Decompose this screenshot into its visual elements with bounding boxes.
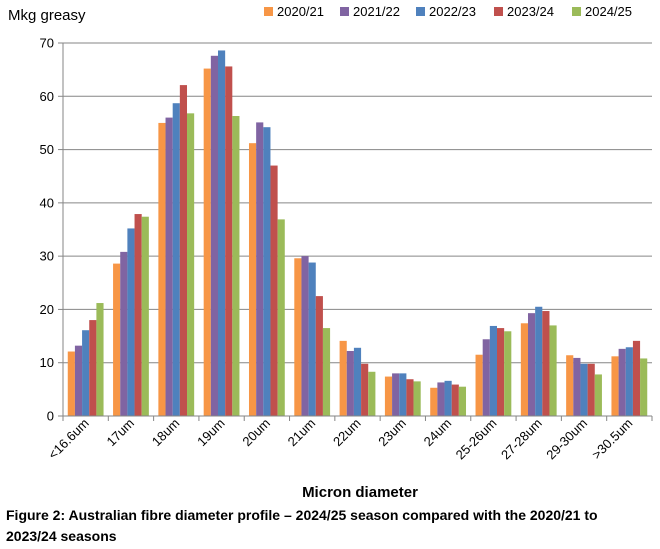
- y-axis-title: Mkg greasy: [8, 7, 86, 24]
- bar-2024-25-9: [504, 331, 512, 416]
- bar-2021-22-1: [120, 251, 128, 416]
- bar-2023-24-6: [361, 363, 369, 416]
- bar-2020-21-12: [611, 356, 619, 416]
- x-axis-title: Micron diameter: [302, 484, 418, 500]
- bar-2020-21-5: [294, 258, 302, 416]
- bar-2021-22-0: [74, 345, 83, 416]
- bar-2023-24-0: [89, 320, 97, 416]
- legend: 2020/21 2021/22 2022/23 2023/24 2024/25: [264, 4, 632, 19]
- legend-label: 2023/24: [507, 4, 554, 19]
- axes: [58, 42, 653, 421]
- bar-2023-24-1: [134, 214, 142, 416]
- y-tick-label: 20: [40, 302, 54, 317]
- bar-2024-25-5: [322, 328, 331, 416]
- x-tick-label: 25-26um: [453, 416, 500, 463]
- bar-2022-23-5: [308, 262, 316, 416]
- bar-2022-23-6: [353, 347, 362, 416]
- gridlines: [63, 42, 652, 364]
- y-tick-label: 60: [40, 89, 54, 104]
- y-tick-label: 0: [47, 409, 54, 424]
- bar-2020-21-9: [475, 354, 483, 416]
- bar-2023-24-4: [270, 165, 278, 416]
- x-tick-label: >30.5um: [589, 416, 636, 463]
- legend-label: 2020/21: [277, 4, 324, 19]
- figure-caption: Figure 2: Australian fibre diameter prof…: [6, 507, 598, 544]
- bar-2024-25-1: [141, 216, 149, 416]
- bar-2024-25-10: [549, 325, 557, 416]
- bar-2024-25-4: [277, 219, 285, 416]
- bar-2024-25-6: [368, 371, 376, 416]
- bar-2021-22-9: [482, 339, 490, 416]
- bar-2024-25-2: [187, 113, 195, 416]
- y-tick-label: 10: [40, 355, 54, 370]
- bar-2023-24-10: [542, 311, 550, 416]
- bar-2024-25-12: [640, 358, 648, 416]
- bar-2021-22-4: [256, 122, 264, 416]
- bar-2020-21-0: [67, 351, 75, 416]
- legend-label: 2021/22: [353, 4, 400, 19]
- legend-label: 2024/25: [585, 4, 632, 19]
- bar-2024-25-7: [413, 381, 421, 416]
- bar-2024-25-3: [232, 116, 240, 416]
- bar-2022-23-0: [82, 330, 90, 416]
- legend-label: 2022/23: [429, 4, 476, 19]
- bar-2021-22-2: [165, 117, 173, 416]
- bar-2024-25-0: [96, 303, 104, 416]
- bar-2023-24-2: [179, 85, 188, 417]
- y-tick-label: 70: [40, 36, 54, 51]
- bar-2022-23-3: [217, 50, 226, 417]
- legend-swatch: [416, 7, 425, 16]
- bar-2023-24-7: [406, 379, 414, 416]
- bar-chart: 0 10 20 30 40 50 60 70 <16.6um 17um 18um 19um 20um 2…: [8, 4, 653, 500]
- bar-2024-25-8: [458, 386, 467, 416]
- bar-2023-24-9: [497, 328, 505, 416]
- bar-2021-22-5: [301, 256, 309, 416]
- bar-2020-21-2: [158, 122, 166, 416]
- bar-2023-24-5: [315, 296, 323, 416]
- bar-2022-23-8: [444, 380, 452, 416]
- bar-2023-24-12: [632, 340, 641, 416]
- bar-2020-21-10: [520, 323, 528, 416]
- bar-2021-22-11: [573, 357, 581, 416]
- bar-2021-22-8: [437, 382, 445, 416]
- x-tick-label: 27-28um: [498, 416, 545, 463]
- bar-2020-21-3: [203, 68, 211, 416]
- y-tick-labels: 0 10 20 30 40 50 60 70: [40, 36, 54, 424]
- bar-2022-23-7: [399, 373, 407, 416]
- x-tick-labels: <16.6um 17um 18um 19um 20um 21um 22um 23um 24um2…: [45, 416, 635, 463]
- bar-2021-22-6: [346, 350, 354, 416]
- y-tick-label: 30: [40, 249, 54, 264]
- bar-2021-22-12: [618, 348, 626, 416]
- x-tick-label: 29-30um: [543, 416, 590, 463]
- bar-2022-23-2: [172, 103, 180, 416]
- bars: [67, 50, 648, 417]
- bar-2022-23-1: [127, 228, 135, 416]
- bar-2020-21-1: [113, 263, 121, 416]
- bar-2024-25-11: [594, 374, 602, 416]
- legend-swatch: [494, 7, 503, 16]
- bar-2023-24-11: [587, 363, 595, 416]
- bar-2022-23-9: [489, 325, 498, 416]
- bar-2021-22-3: [210, 55, 218, 416]
- bar-2023-24-8: [451, 384, 459, 416]
- bar-2022-23-12: [625, 347, 633, 416]
- bar-2021-22-7: [392, 373, 400, 416]
- bar-2020-21-7: [384, 376, 393, 416]
- legend-swatch: [340, 7, 349, 16]
- bar-2022-23-10: [535, 306, 543, 416]
- legend-swatch: [264, 7, 273, 16]
- y-tick-label: 50: [40, 142, 54, 157]
- bar-2022-23-11: [580, 363, 588, 416]
- bar-2020-21-8: [430, 387, 438, 416]
- bar-2023-24-3: [225, 66, 233, 417]
- bar-2020-21-6: [339, 340, 347, 416]
- bar-2021-22-10: [527, 313, 536, 416]
- bar-2022-23-4: [263, 127, 271, 416]
- y-tick-label: 40: [40, 195, 54, 210]
- legend-swatch: [572, 7, 581, 16]
- bar-2020-21-4: [248, 143, 257, 417]
- bar-2020-21-11: [566, 355, 574, 416]
